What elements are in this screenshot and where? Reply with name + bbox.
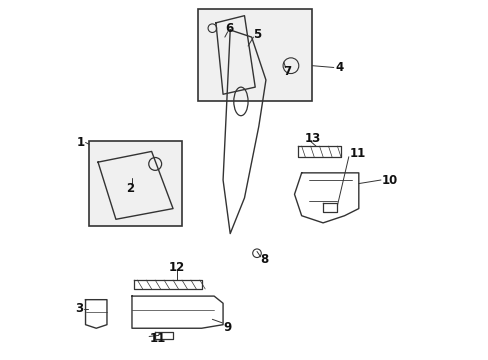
Text: 2: 2	[126, 183, 134, 195]
Text: 13: 13	[304, 132, 320, 145]
Text: 6: 6	[225, 22, 233, 35]
Text: 8: 8	[260, 253, 268, 266]
Text: 12: 12	[168, 261, 184, 274]
Text: 7: 7	[283, 64, 291, 77]
Text: 11: 11	[149, 333, 166, 346]
Text: 5: 5	[252, 28, 261, 41]
Text: 9: 9	[223, 321, 231, 334]
Text: 4: 4	[335, 61, 343, 74]
FancyBboxPatch shape	[198, 9, 312, 102]
FancyBboxPatch shape	[89, 141, 182, 226]
Text: 1: 1	[76, 136, 84, 149]
Text: 3: 3	[75, 302, 83, 315]
Text: 10: 10	[381, 174, 397, 186]
Text: 11: 11	[349, 147, 366, 160]
